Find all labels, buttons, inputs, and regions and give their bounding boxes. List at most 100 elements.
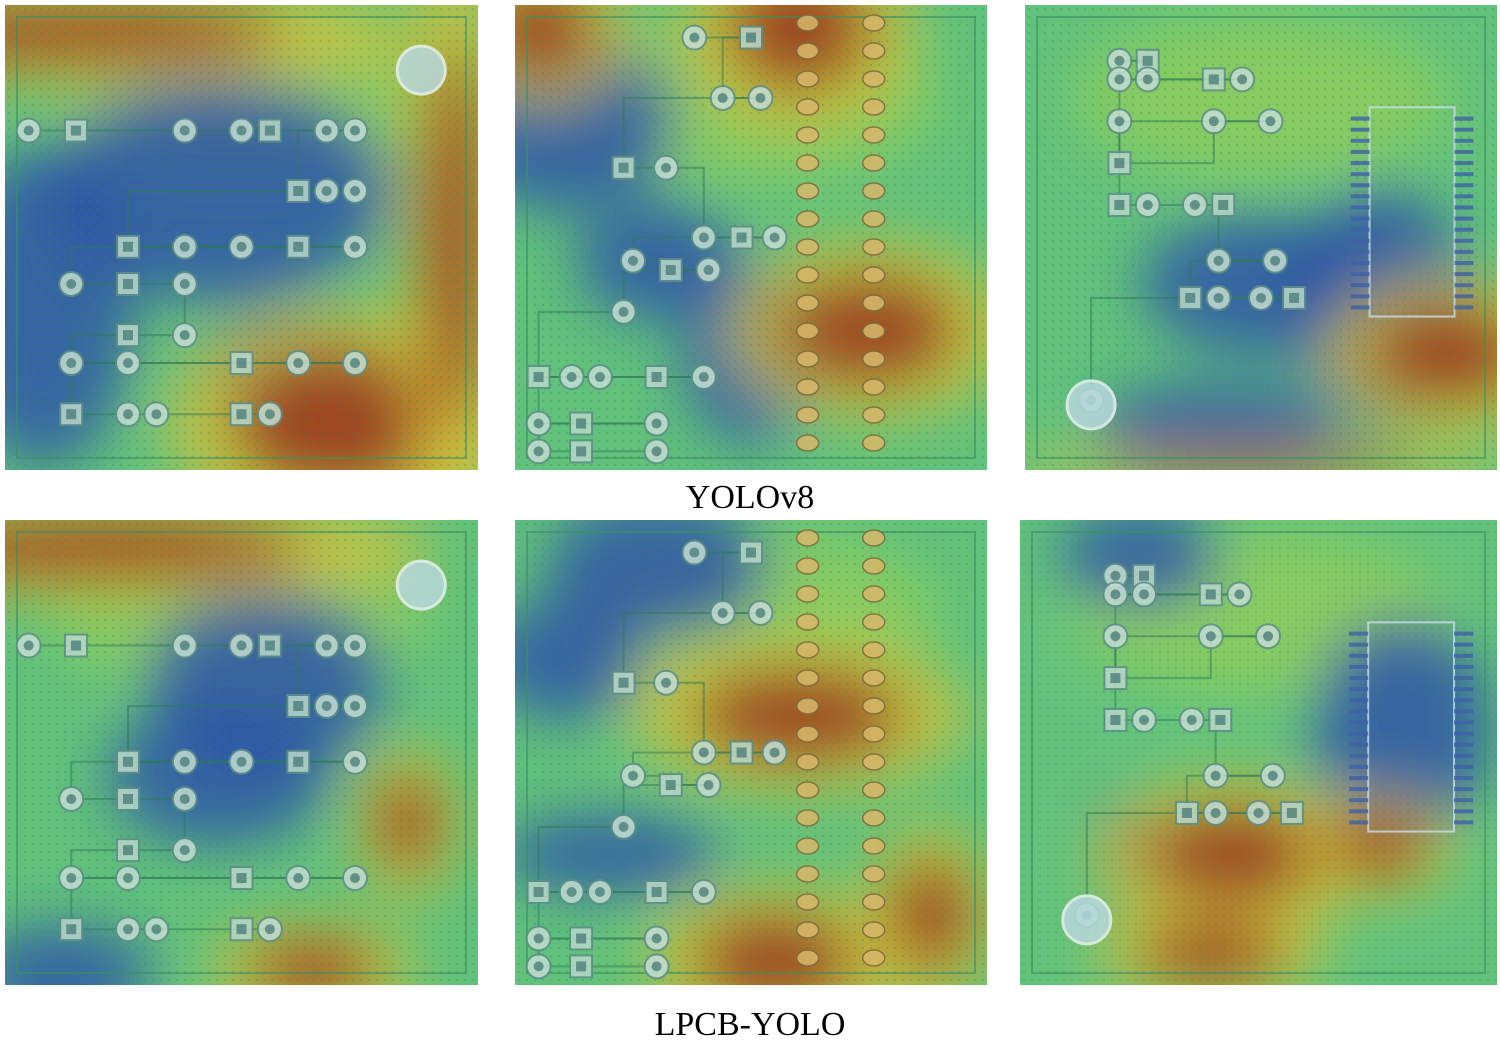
ic-pin — [1349, 787, 1369, 792]
header-pin — [861, 210, 886, 228]
ic-pin — [1454, 631, 1474, 636]
ic-pin — [1454, 731, 1474, 736]
solder-pad — [1134, 66, 1161, 93]
solder-pad — [620, 247, 646, 274]
solder-pad — [114, 865, 141, 892]
solder-pad — [171, 837, 198, 864]
solder-pad — [747, 600, 774, 626]
solder-pad — [115, 323, 140, 348]
solder-pad — [658, 258, 683, 283]
ic-pin — [1454, 183, 1474, 188]
header-pin — [861, 753, 886, 771]
header-pin — [861, 585, 886, 603]
solder-pad — [115, 234, 140, 259]
solder-pad — [1178, 285, 1203, 310]
header-pin — [861, 697, 886, 715]
header-pin — [861, 893, 886, 911]
solder-pad — [1279, 800, 1304, 825]
header-pin — [861, 434, 886, 452]
solder-pad — [228, 233, 255, 260]
solder-pad — [229, 351, 254, 376]
ic-pin — [1349, 676, 1369, 681]
solder-pad — [59, 917, 84, 942]
solder-pad — [342, 350, 369, 377]
solder-pad — [1106, 108, 1133, 135]
ic-pin — [1350, 161, 1370, 166]
solder-pad — [558, 879, 585, 905]
solder-pad — [342, 693, 369, 719]
solder-pad — [286, 694, 311, 718]
solder-pad — [114, 916, 141, 943]
ic-pin — [1349, 820, 1369, 825]
solder-pad — [1198, 582, 1223, 607]
solder-pad — [620, 762, 646, 789]
header-pin — [795, 865, 820, 883]
header-pin — [795, 725, 820, 743]
header-pin — [861, 14, 886, 32]
solder-pad — [313, 117, 340, 144]
solder-pad — [1245, 799, 1272, 826]
solder-pad — [285, 865, 312, 892]
solder-pad — [739, 540, 763, 565]
solder-pad — [1103, 707, 1128, 732]
header-pin — [861, 406, 886, 424]
header-pin — [861, 641, 886, 659]
solder-pad — [658, 773, 683, 798]
circuit-trace — [1119, 121, 1215, 165]
solder-pad — [115, 272, 140, 296]
board-outline — [1036, 16, 1486, 459]
solder-pad — [729, 740, 754, 765]
header-pin — [861, 837, 886, 855]
header-pin — [861, 98, 886, 116]
header-pin — [861, 322, 886, 340]
solder-pad — [690, 879, 717, 905]
solder-pad — [643, 410, 670, 437]
header-pin — [795, 154, 820, 172]
solder-pad — [644, 880, 669, 904]
ic-pin — [1349, 776, 1369, 781]
solder-pad — [611, 670, 636, 695]
circuit-trace — [537, 825, 624, 892]
header-pin — [795, 294, 820, 312]
ic-pin — [1454, 764, 1474, 769]
board-outline — [16, 16, 467, 459]
ic-pin — [1454, 709, 1474, 714]
solder-pad — [143, 916, 170, 943]
board-outline — [526, 531, 976, 974]
solder-pad — [58, 865, 85, 892]
solder-pad — [709, 85, 736, 111]
solder-pad — [1201, 67, 1226, 92]
solder-pad — [643, 438, 670, 465]
ic-pin — [1454, 653, 1474, 658]
solder-pad — [526, 365, 551, 389]
solder-pad — [286, 234, 311, 259]
solder-pad — [586, 879, 613, 905]
solder-pad — [171, 786, 198, 812]
header-pin — [795, 557, 820, 575]
solder-pad — [1211, 192, 1236, 217]
ic-pin — [1350, 261, 1370, 266]
ic-chip-outline — [1368, 106, 1456, 318]
solder-pad — [58, 786, 85, 812]
solder-pad — [114, 401, 141, 428]
solder-pad — [171, 322, 198, 349]
solder-pad — [15, 632, 42, 659]
solder-pad — [569, 926, 594, 951]
header-pin — [861, 378, 886, 396]
header-pin — [861, 238, 886, 256]
solder-pad — [171, 632, 198, 659]
solder-pad — [115, 787, 140, 811]
header-pin — [861, 613, 886, 631]
ic-pin — [1349, 631, 1369, 636]
header-pin — [795, 42, 820, 60]
ic-pin — [1350, 127, 1370, 132]
solder-pad — [171, 233, 198, 260]
yolov8-board-3 — [1025, 5, 1497, 470]
solder-pad — [1200, 108, 1227, 135]
circuit-trace — [1185, 774, 1273, 813]
yolov8-board-2 — [515, 5, 987, 470]
solder-pad — [1131, 581, 1158, 608]
solder-pad — [761, 739, 788, 766]
heatmap-panel-row1-col1 — [5, 5, 478, 470]
solder-pad — [342, 865, 369, 892]
